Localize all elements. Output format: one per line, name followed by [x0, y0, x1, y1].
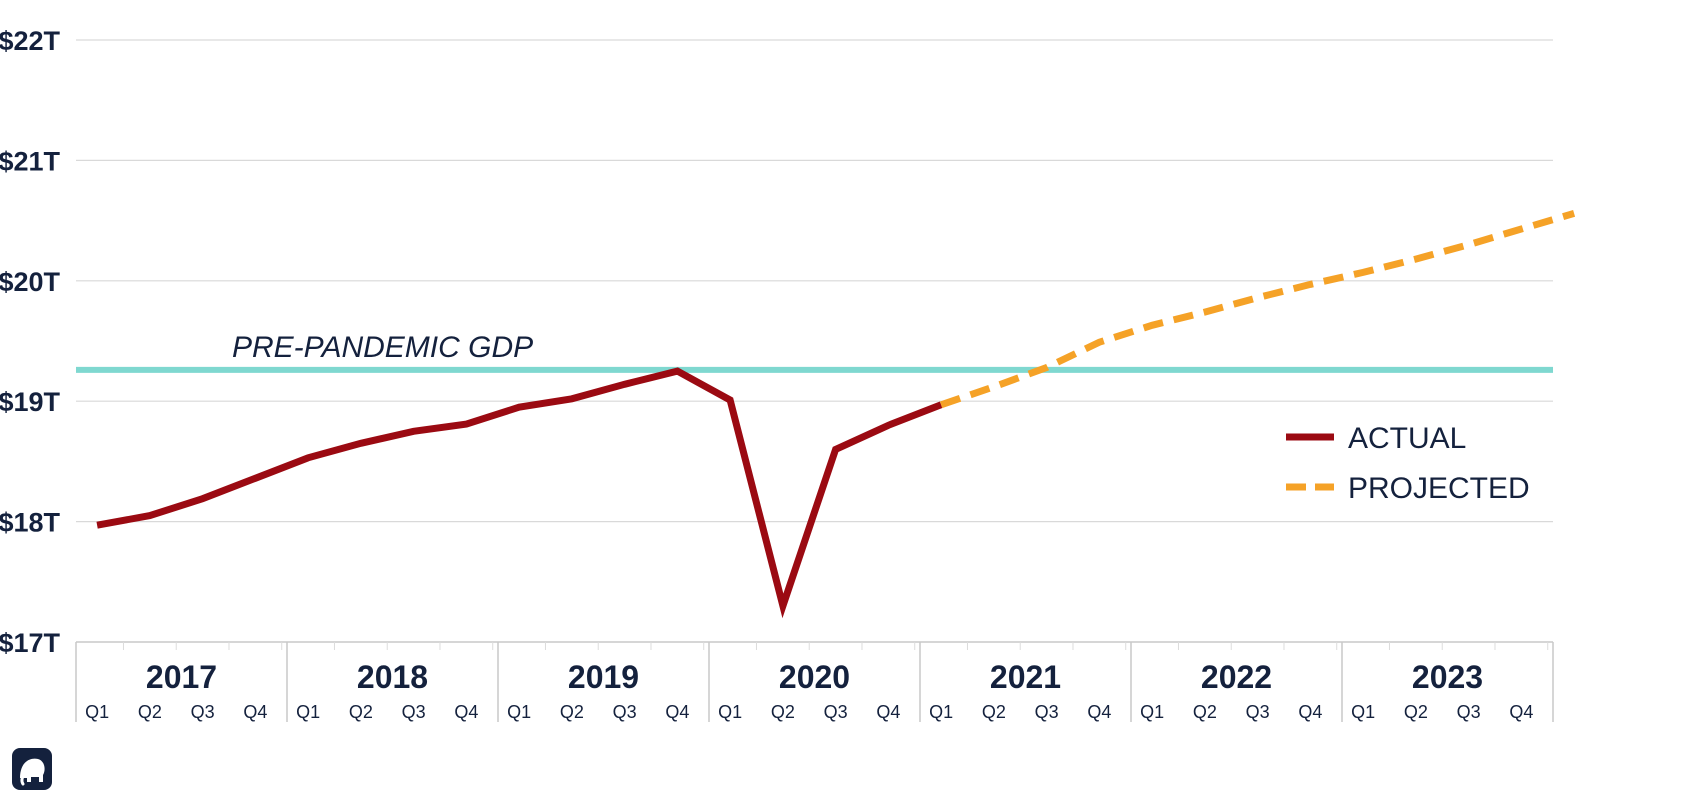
- quarter-label: Q4: [1087, 702, 1111, 722]
- quarter-label: Q1: [85, 702, 109, 722]
- quarter-label: Q1: [1140, 702, 1164, 722]
- quarter-label: Q4: [454, 702, 478, 722]
- year-label: 2022: [1201, 659, 1272, 695]
- quarter-label: Q2: [982, 702, 1006, 722]
- legend-label-projected: PROJECTED: [1348, 472, 1530, 505]
- quarter-label: Q3: [191, 702, 215, 722]
- year-label: 2020: [779, 659, 850, 695]
- gridlines: [76, 39, 1553, 523]
- year-label: 2021: [990, 659, 1061, 695]
- quarter-label: Q3: [824, 702, 848, 722]
- year-label: 2017: [146, 659, 217, 695]
- quarter-label: Q2: [560, 702, 584, 722]
- quarter-label: Q2: [771, 702, 795, 722]
- quarter-label: Q1: [929, 702, 953, 722]
- series-lines: [96, 210, 1576, 619]
- quarter-label: Q3: [1457, 702, 1481, 722]
- quarter-label: Q1: [718, 702, 742, 722]
- quarter-label: Q2: [1193, 702, 1217, 722]
- pre-pandemic-reference: PRE-PANDEMIC GDP: [76, 331, 1553, 373]
- quarter-label: Q4: [1298, 702, 1322, 722]
- quarter-label: Q1: [507, 702, 531, 722]
- quarter-label: Q3: [613, 702, 637, 722]
- quarter-label: Q2: [1404, 702, 1428, 722]
- y-tick-label: $17T: [0, 628, 61, 658]
- quarter-label: Q3: [1246, 702, 1270, 722]
- legend: ACTUAL PROJECTED: [1286, 422, 1530, 505]
- quarter-label: Q4: [665, 702, 689, 722]
- quarter-label: Q2: [138, 702, 162, 722]
- year-label: 2023: [1412, 659, 1483, 695]
- quarter-label: Q3: [402, 702, 426, 722]
- quarter-label: Q4: [243, 702, 267, 722]
- x-axis: 2017 Q1 Q2 Q3 Q4 2018 Q1 Q2 Q3 Q4 2019 Q1 Q2 Q3 Q4 2020…: [75, 641, 1554, 722]
- quarter-label: Q4: [1509, 702, 1533, 722]
- series-actual: [96, 367, 943, 619]
- reference-label: PRE-PANDEMIC GDP: [232, 331, 533, 364]
- y-tick-label: $22T: [0, 26, 61, 56]
- y-tick-label: $21T: [0, 146, 61, 176]
- y-tick-label: $18T: [0, 508, 61, 538]
- y-tick-label: $20T: [0, 267, 61, 297]
- series-projected: [939, 210, 1576, 409]
- quarter-label: Q2: [349, 702, 373, 722]
- y-tick-label: $19T: [0, 387, 61, 417]
- year-label: 2019: [568, 659, 639, 695]
- quarter-label: Q1: [296, 702, 320, 722]
- quarter-label: Q3: [1035, 702, 1059, 722]
- year-label: 2018: [357, 659, 428, 695]
- y-axis: $17T $18T $19T $20T $21T $22T: [0, 26, 61, 658]
- legend-label-actual: ACTUAL: [1348, 422, 1466, 455]
- elephant-logo-icon: [12, 748, 52, 790]
- quarter-label: Q4: [876, 702, 900, 722]
- quarter-label: Q1: [1351, 702, 1375, 722]
